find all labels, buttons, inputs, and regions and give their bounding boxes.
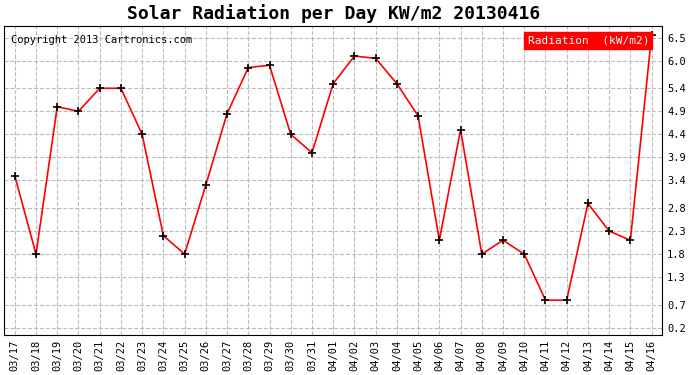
Title: Solar Radiation per Day KW/m2 20130416: Solar Radiation per Day KW/m2 20130416 — [126, 4, 540, 23]
Text: Copyright 2013 Cartronics.com: Copyright 2013 Cartronics.com — [11, 35, 192, 45]
Text: Radiation  (kW/m2): Radiation (kW/m2) — [528, 35, 649, 45]
